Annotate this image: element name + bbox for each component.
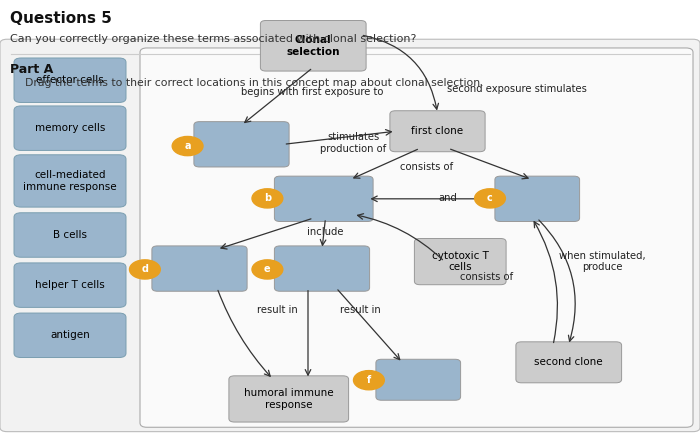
Text: cytotoxic T
cells: cytotoxic T cells [432, 251, 489, 272]
Text: c: c [487, 194, 493, 203]
Text: begins with first exposure to: begins with first exposure to [241, 87, 384, 96]
Text: when stimulated,
produce: when stimulated, produce [559, 251, 645, 272]
FancyBboxPatch shape [274, 176, 373, 221]
FancyBboxPatch shape [229, 376, 349, 422]
FancyBboxPatch shape [14, 58, 126, 102]
Text: memory cells: memory cells [35, 123, 105, 133]
Text: second exposure stimulates: second exposure stimulates [447, 85, 587, 94]
Text: b: b [264, 194, 271, 203]
FancyBboxPatch shape [14, 213, 126, 257]
Circle shape [172, 136, 203, 156]
FancyBboxPatch shape [414, 238, 506, 285]
Text: stimulates
production of: stimulates production of [321, 132, 386, 154]
Text: include: include [307, 227, 344, 237]
FancyBboxPatch shape [0, 39, 700, 432]
FancyBboxPatch shape [390, 111, 485, 152]
Text: helper T cells: helper T cells [35, 280, 105, 290]
Circle shape [252, 260, 283, 279]
Text: d: d [141, 265, 148, 274]
FancyBboxPatch shape [260, 20, 366, 71]
Text: Can you correctly organize these terms associated with clonal selection?: Can you correctly organize these terms a… [10, 34, 417, 44]
FancyBboxPatch shape [376, 359, 461, 400]
Text: humoral immune
response: humoral immune response [244, 388, 334, 410]
Circle shape [475, 189, 505, 208]
Text: effector cells: effector cells [36, 75, 104, 85]
FancyBboxPatch shape [274, 246, 370, 291]
FancyBboxPatch shape [14, 313, 126, 358]
FancyBboxPatch shape [495, 176, 580, 221]
FancyBboxPatch shape [194, 122, 289, 167]
Circle shape [354, 371, 384, 390]
Text: B cells: B cells [53, 230, 87, 240]
Text: e: e [264, 265, 271, 274]
Text: a: a [184, 141, 191, 151]
Text: second clone: second clone [534, 358, 603, 367]
Text: consists of: consists of [460, 272, 513, 282]
Text: Questions 5: Questions 5 [10, 11, 113, 26]
Text: consists of: consists of [400, 162, 454, 171]
Text: first clone: first clone [412, 126, 463, 136]
Text: and: and [439, 194, 457, 203]
Circle shape [130, 260, 160, 279]
Text: result in: result in [340, 305, 381, 314]
FancyBboxPatch shape [140, 48, 693, 427]
Text: Drag the terms to their correct locations in this concept map about clonal selec: Drag the terms to their correct location… [25, 78, 483, 88]
Text: Part A: Part A [10, 63, 54, 76]
FancyBboxPatch shape [152, 246, 247, 291]
Text: cell-mediated
immune response: cell-mediated immune response [23, 170, 117, 192]
FancyBboxPatch shape [14, 263, 126, 307]
Text: antigen: antigen [50, 330, 90, 340]
Text: Clonal
selection: Clonal selection [286, 35, 340, 57]
FancyBboxPatch shape [14, 155, 126, 207]
Text: f: f [367, 375, 371, 385]
Circle shape [252, 189, 283, 208]
FancyBboxPatch shape [14, 106, 126, 150]
FancyBboxPatch shape [516, 342, 622, 383]
Text: result in: result in [257, 305, 298, 314]
